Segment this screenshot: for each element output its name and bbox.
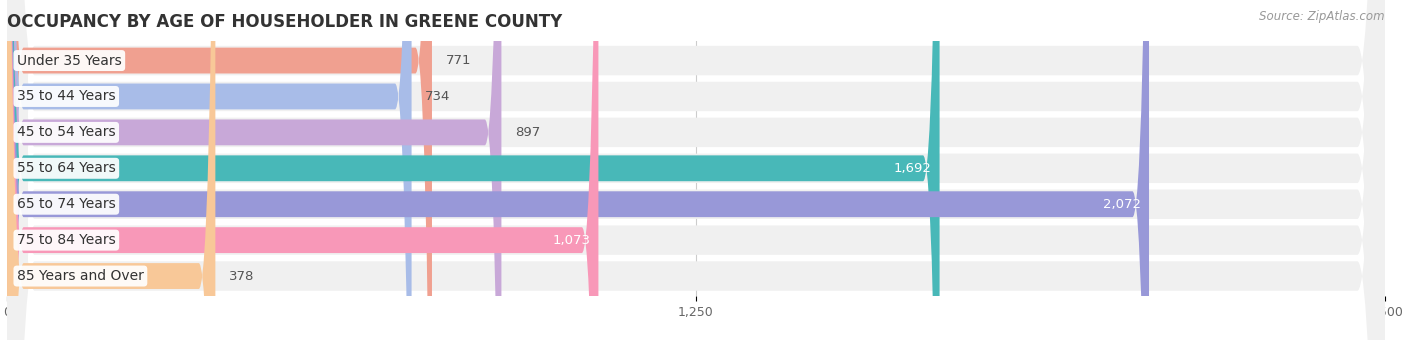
Text: 897: 897 [515,126,540,139]
Text: 45 to 54 Years: 45 to 54 Years [17,125,115,139]
FancyBboxPatch shape [7,0,599,340]
Text: 1,692: 1,692 [893,162,931,175]
Text: 85 Years and Over: 85 Years and Over [17,269,143,283]
Text: 378: 378 [229,270,254,283]
Text: 1,073: 1,073 [553,234,591,246]
FancyBboxPatch shape [7,0,939,340]
Text: 771: 771 [446,54,471,67]
FancyBboxPatch shape [7,0,1385,340]
FancyBboxPatch shape [7,0,1385,340]
Text: Source: ZipAtlas.com: Source: ZipAtlas.com [1260,10,1385,23]
Text: 734: 734 [426,90,451,103]
FancyBboxPatch shape [7,0,1385,340]
FancyBboxPatch shape [7,0,432,340]
FancyBboxPatch shape [7,0,1149,340]
FancyBboxPatch shape [7,0,215,340]
Text: 35 to 44 Years: 35 to 44 Years [17,89,115,103]
Text: OCCUPANCY BY AGE OF HOUSEHOLDER IN GREENE COUNTY: OCCUPANCY BY AGE OF HOUSEHOLDER IN GREEN… [7,13,562,31]
FancyBboxPatch shape [7,0,502,340]
Text: 2,072: 2,072 [1102,198,1140,211]
FancyBboxPatch shape [7,0,1385,340]
Text: 75 to 84 Years: 75 to 84 Years [17,233,115,247]
FancyBboxPatch shape [7,0,1385,340]
FancyBboxPatch shape [7,0,412,340]
FancyBboxPatch shape [7,0,1385,340]
Text: 55 to 64 Years: 55 to 64 Years [17,161,115,175]
Text: Under 35 Years: Under 35 Years [17,54,122,68]
FancyBboxPatch shape [7,0,1385,340]
Text: 65 to 74 Years: 65 to 74 Years [17,197,115,211]
